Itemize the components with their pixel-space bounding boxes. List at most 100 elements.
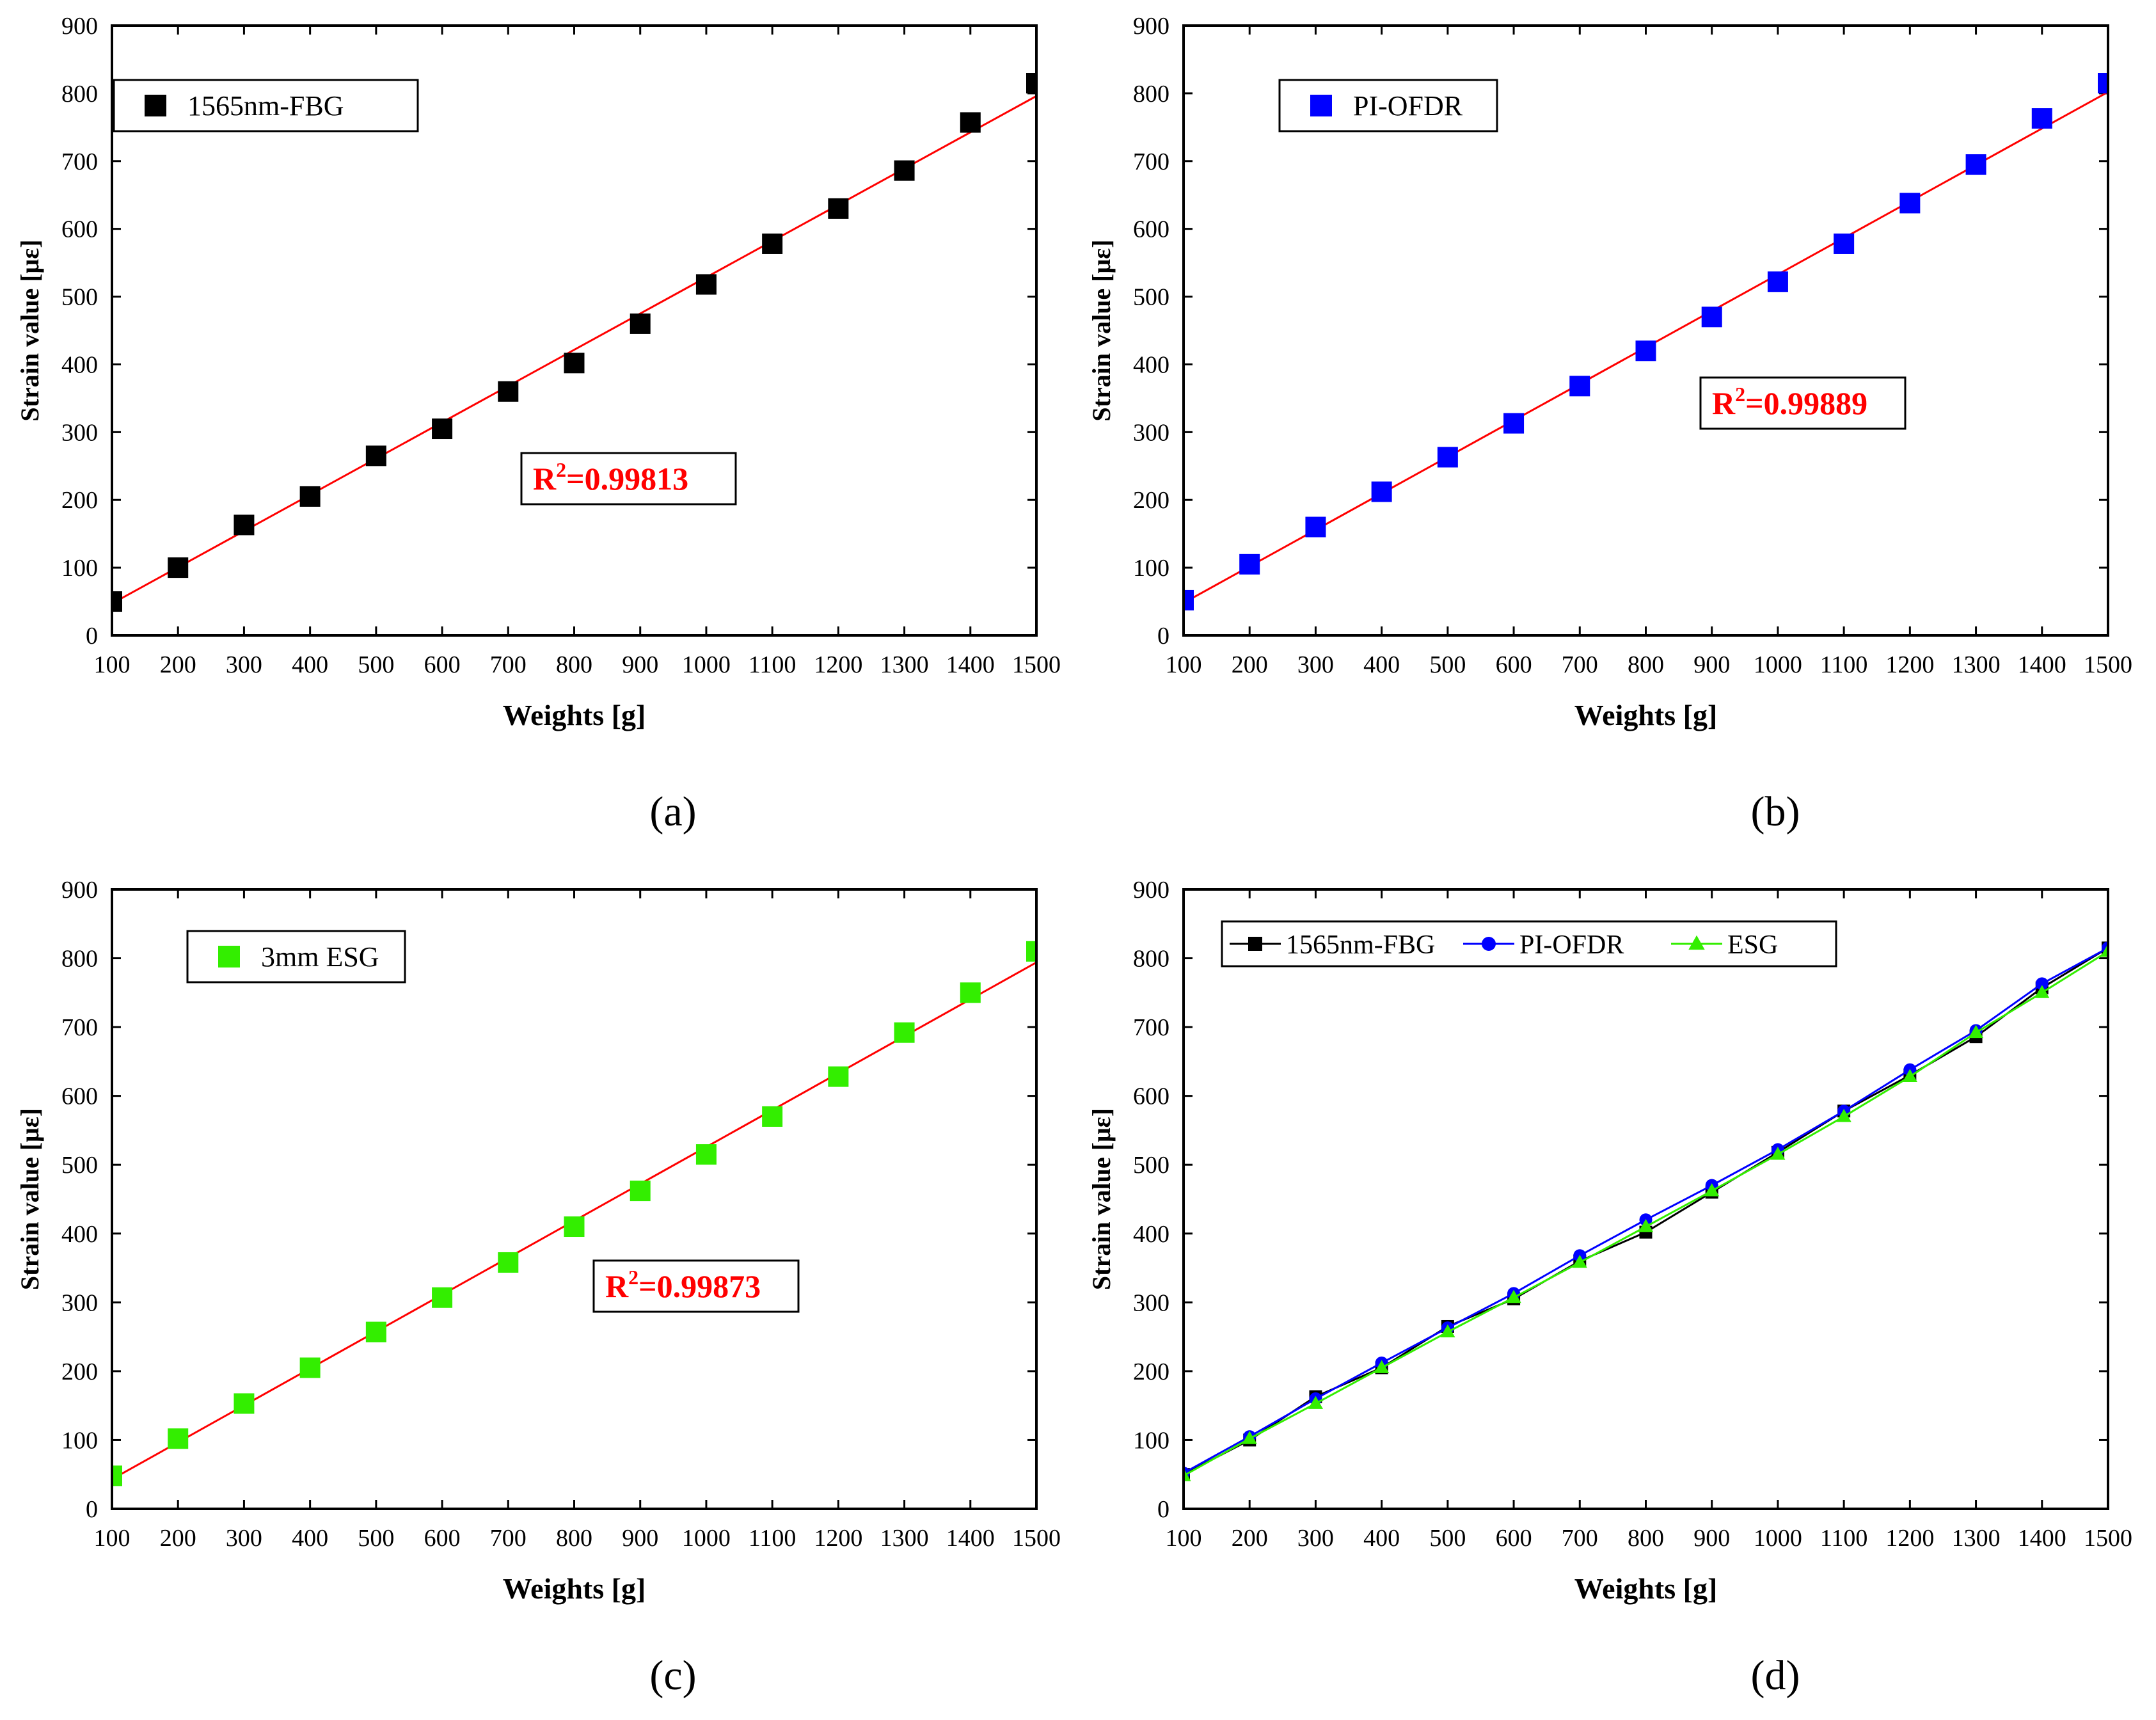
y-tick-label: 900 [61, 877, 98, 904]
data-point [630, 1181, 651, 1202]
data-point [1506, 1289, 1521, 1303]
x-tick-label: 200 [1232, 651, 1268, 678]
data-point [1572, 1254, 1587, 1268]
annotation-superscript: 2 [628, 1266, 638, 1289]
data-point [1184, 1468, 1191, 1481]
x-tick-label: 1000 [1754, 651, 1802, 678]
y-tick-label: 300 [1133, 1289, 1169, 1316]
y-tick-label: 300 [61, 419, 98, 446]
data-point [2031, 108, 2052, 129]
y-tick-label: 800 [61, 81, 98, 107]
y-axis-label: Strain value [με] [15, 239, 44, 421]
data-point [1767, 271, 1788, 292]
y-tick-label: 200 [1133, 487, 1169, 514]
fit-line [112, 95, 1036, 605]
data-point [2100, 943, 2108, 957]
data-point [112, 591, 122, 612]
legend-marker [1248, 937, 1262, 951]
data-point [828, 1066, 849, 1087]
series-line [1184, 947, 2108, 1474]
x-tick-label: 1300 [1952, 651, 2001, 678]
y-tick-label: 100 [61, 555, 98, 582]
data-point [365, 445, 386, 466]
panel-label: (d) [1751, 1652, 1800, 1699]
data-point [1704, 1183, 1720, 1197]
x-tick-label: 900 [622, 651, 658, 678]
annotation-prefix: R [1712, 385, 1736, 421]
annotation-superscript: 2 [1735, 383, 1745, 406]
x-tick-label: 800 [1628, 1525, 1664, 1552]
x-tick-label: 1100 [1820, 1525, 1868, 1552]
legend-label: PI-OFDR [1353, 90, 1463, 122]
y-tick-label: 0 [86, 1496, 98, 1523]
chart-panel-b: 100 200 300 400 500 600 700 800 900 1000 1100 1200 1… [1087, 13, 2132, 835]
legend-box [1221, 920, 1837, 967]
x-tick-label: 1300 [880, 1525, 929, 1552]
y-tick-label: 400 [1133, 1221, 1169, 1248]
x-tick-label: 1000 [682, 1525, 731, 1552]
data-point [695, 274, 717, 295]
x-tick-label: 700 [490, 1525, 527, 1552]
plot-area [1184, 941, 2108, 1481]
y-tick-label: 600 [61, 1083, 98, 1110]
x-tick-label: 1200 [814, 651, 862, 678]
y-tick-label: 700 [61, 1014, 98, 1041]
y-tick-label: 700 [61, 148, 98, 175]
data-point [168, 1428, 189, 1449]
data-point [762, 1106, 783, 1127]
series-pi-ofdr [1184, 941, 2108, 1480]
data-point [299, 1357, 321, 1378]
data-point [960, 982, 981, 1003]
y-tick-label: 800 [1133, 81, 1169, 107]
data-point [564, 1216, 585, 1238]
x-tick-label: 1100 [1820, 651, 1868, 678]
x-tick-label: 500 [358, 1525, 394, 1552]
legend-label: 1565nm-FBG [1286, 930, 1435, 960]
annotation-prefix: R [605, 1268, 629, 1304]
legend-marker [1688, 935, 1705, 950]
legend: 1565nm-FBG PI-OFDR ESG [1221, 920, 1837, 967]
x-tick-label: 1200 [1885, 1525, 1934, 1552]
x-tick-label: 1100 [749, 651, 797, 678]
x-tick-label: 700 [1562, 1525, 1598, 1552]
x-tick-label: 1000 [682, 651, 731, 678]
series-esg [1184, 943, 2108, 1481]
x-tick-label: 100 [94, 651, 131, 678]
data-point [1635, 340, 1656, 362]
data-point [168, 557, 189, 578]
legend: 1565nm-FBG [113, 79, 419, 132]
x-tick-label: 500 [1429, 651, 1466, 678]
data-point [432, 1287, 453, 1308]
legend-marker [145, 95, 166, 116]
x-tick-label: 700 [490, 651, 527, 678]
legend-marker [1310, 95, 1332, 116]
data-point [960, 112, 981, 133]
data-point [234, 514, 255, 536]
plot-frame [1182, 888, 2109, 1510]
annotation-value: =0.99873 [638, 1268, 761, 1304]
plot-area [1184, 73, 2108, 610]
x-tick-label: 100 [94, 1525, 131, 1552]
x-tick-label: 300 [226, 1525, 262, 1552]
data-point [1374, 1360, 1390, 1373]
x-tick-label: 100 [1166, 651, 1202, 678]
plot-frame [111, 888, 1038, 1510]
panel-label: (a) [649, 788, 696, 835]
annotation-box [520, 452, 737, 506]
data-point [894, 160, 915, 181]
data-point [1184, 589, 1194, 610]
y-tick-label: 100 [1133, 1427, 1169, 1454]
y-tick-label: 500 [61, 284, 98, 311]
data-point [1026, 73, 1036, 94]
x-axis-label: Weights [g] [1574, 1572, 1718, 1605]
data-point [2098, 73, 2108, 94]
x-tick-label: 900 [1693, 651, 1730, 678]
data-point [828, 198, 849, 219]
data-point [498, 381, 519, 402]
y-tick-label: 100 [1133, 555, 1169, 582]
legend-label: 3mm ESG [261, 941, 379, 973]
legend-label: ESG [1727, 930, 1778, 960]
y-tick-label: 900 [1133, 13, 1169, 40]
y-tick-label: 900 [1133, 877, 1169, 904]
y-tick-label: 700 [1133, 1014, 1169, 1041]
